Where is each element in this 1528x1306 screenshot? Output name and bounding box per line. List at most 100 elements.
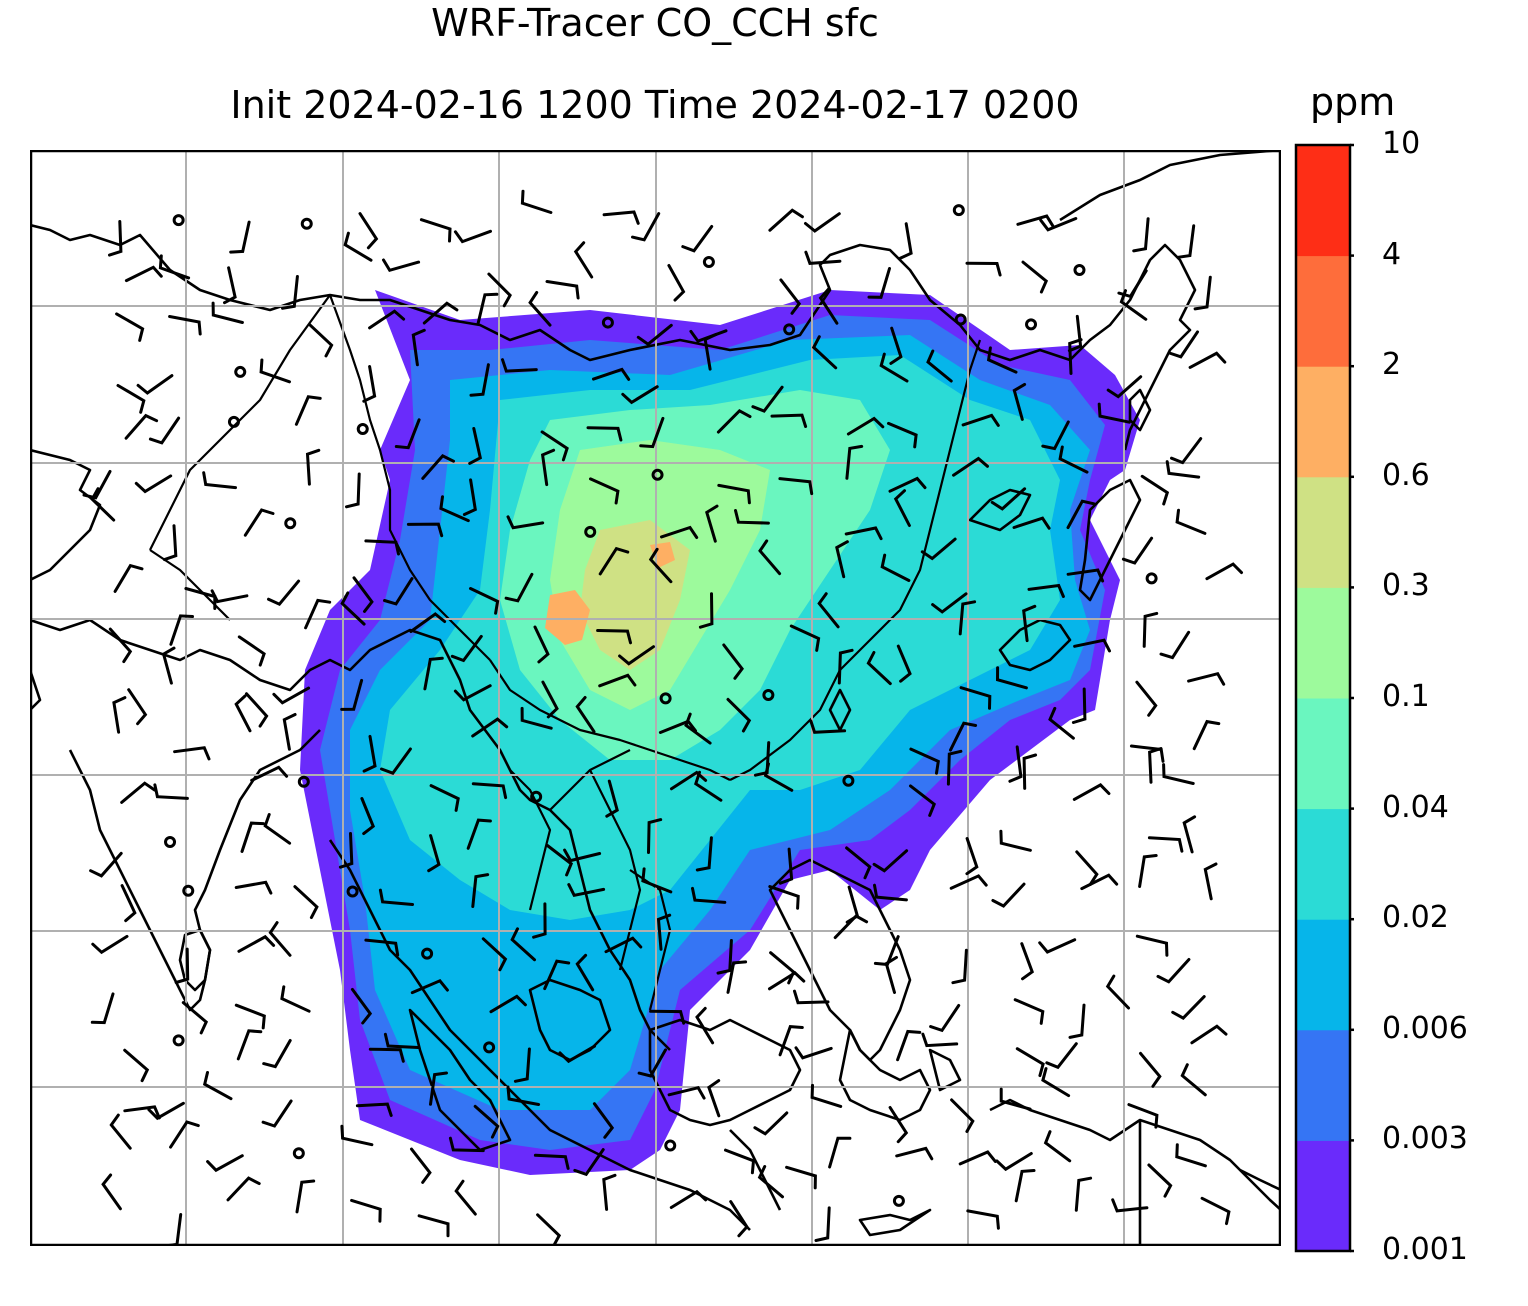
wind-barb <box>469 363 490 397</box>
wind-barb <box>364 938 400 957</box>
wind-barb <box>961 413 1000 427</box>
wind-barb <box>261 1099 293 1128</box>
wind-barb <box>540 448 556 487</box>
colorbar-segment <box>1296 919 1350 1031</box>
colorbar-segment <box>1296 476 1350 588</box>
wind-barb <box>89 851 123 878</box>
wind-barb <box>965 837 979 876</box>
wind-barb <box>828 1136 852 1169</box>
wind-barb <box>504 572 534 603</box>
wind-barb <box>462 478 477 516</box>
wind-barb <box>872 849 909 873</box>
wind-barb <box>896 1029 922 1062</box>
wind-barb <box>429 1071 448 1106</box>
wind-barb <box>999 829 1032 852</box>
wind-barb <box>647 818 663 854</box>
wind-barb <box>648 547 673 584</box>
wind-barb <box>586 426 623 442</box>
wind-barb <box>605 779 619 818</box>
map-panel <box>30 150 1281 1246</box>
wind-barb <box>358 212 379 250</box>
wind-barb <box>471 782 508 800</box>
wind-barb <box>1080 873 1119 891</box>
calm-wind-marker <box>172 1034 185 1047</box>
wind-barb <box>716 408 752 434</box>
wind-barb <box>991 882 1026 908</box>
wind-barb <box>469 587 500 615</box>
wind-barb <box>293 885 319 920</box>
wind-barb <box>262 1039 292 1069</box>
wind-barb <box>637 1048 667 1078</box>
colorbar-tick-label: 4 <box>1382 236 1402 272</box>
wind-barb <box>234 694 252 733</box>
wind-barb <box>809 719 847 734</box>
wind-barb <box>120 781 157 804</box>
wind-barb <box>383 577 414 606</box>
calm-wind-marker <box>346 885 359 898</box>
wind-barb <box>112 696 127 734</box>
wind-barb <box>506 515 545 530</box>
wind-barb <box>778 477 814 496</box>
colorbar-tick-label: 10 <box>1382 126 1421 161</box>
wind-barb <box>656 913 672 951</box>
wind-barb <box>1187 671 1226 686</box>
wind-barb <box>596 629 632 645</box>
wind-barb <box>1167 330 1199 359</box>
calm-wind-marker <box>1145 572 1158 585</box>
calm-wind-marker <box>601 316 614 329</box>
calm-wind-marker <box>659 692 672 705</box>
wind-barb <box>880 553 911 582</box>
wind-barb <box>753 1111 789 1136</box>
calm-wind-marker <box>584 525 597 538</box>
wind-barb <box>1058 445 1089 474</box>
wind-barb <box>768 208 804 232</box>
wind-barb <box>281 275 299 310</box>
wind-barb <box>621 385 659 405</box>
wind-barb <box>423 656 444 691</box>
wind-barb <box>844 526 883 541</box>
colorbar-segment <box>1296 366 1350 478</box>
wind-barb <box>406 522 444 538</box>
calm-wind-marker <box>284 517 297 530</box>
wind-barb <box>90 487 116 522</box>
wind-barb <box>236 1029 263 1061</box>
wind-barb <box>558 1044 596 1064</box>
wind-barb <box>417 1214 450 1238</box>
wind-barb <box>174 947 190 984</box>
colorbar-segment <box>1296 1140 1350 1252</box>
lat-lon-gridlines <box>30 150 1281 1246</box>
wind-barb <box>986 346 1018 374</box>
wind-barb <box>1148 747 1163 784</box>
wind-barb <box>649 1009 686 1025</box>
wind-barb <box>355 1102 393 1117</box>
calm-wind-marker <box>954 313 967 326</box>
wind-barb <box>1043 1130 1072 1163</box>
wind-barb <box>909 784 937 817</box>
wind-barb <box>845 444 864 480</box>
wind-barb <box>120 884 137 923</box>
wind-barb <box>1175 508 1207 535</box>
wind-barb <box>1066 499 1096 530</box>
wind-barb <box>995 1152 1033 1172</box>
wind-barb <box>123 1105 161 1120</box>
wind-barb <box>837 648 854 685</box>
wind-barb <box>345 472 361 509</box>
wind-barb <box>545 844 574 877</box>
colorbar-tick-label: 2 <box>1382 347 1402 383</box>
colorbar-tick-label: 0.1 <box>1382 679 1430 714</box>
wind-barb <box>793 989 830 1005</box>
colorbar <box>1294 143 1354 1253</box>
wind-barb <box>1175 1143 1207 1168</box>
wind-barb <box>598 546 630 576</box>
colorbar-tick-label: 0.02 <box>1382 900 1449 936</box>
wind-barb <box>173 746 211 761</box>
wind-barb <box>946 749 963 786</box>
wind-barb <box>1075 850 1099 886</box>
wind-barb <box>695 836 713 872</box>
calm-wind-marker <box>297 775 310 788</box>
wind-barb <box>1170 437 1203 465</box>
wind-barb <box>101 1173 122 1211</box>
wind-barb <box>1147 1163 1173 1198</box>
wind-barb <box>263 813 292 845</box>
calm-wind-marker <box>664 1139 677 1152</box>
